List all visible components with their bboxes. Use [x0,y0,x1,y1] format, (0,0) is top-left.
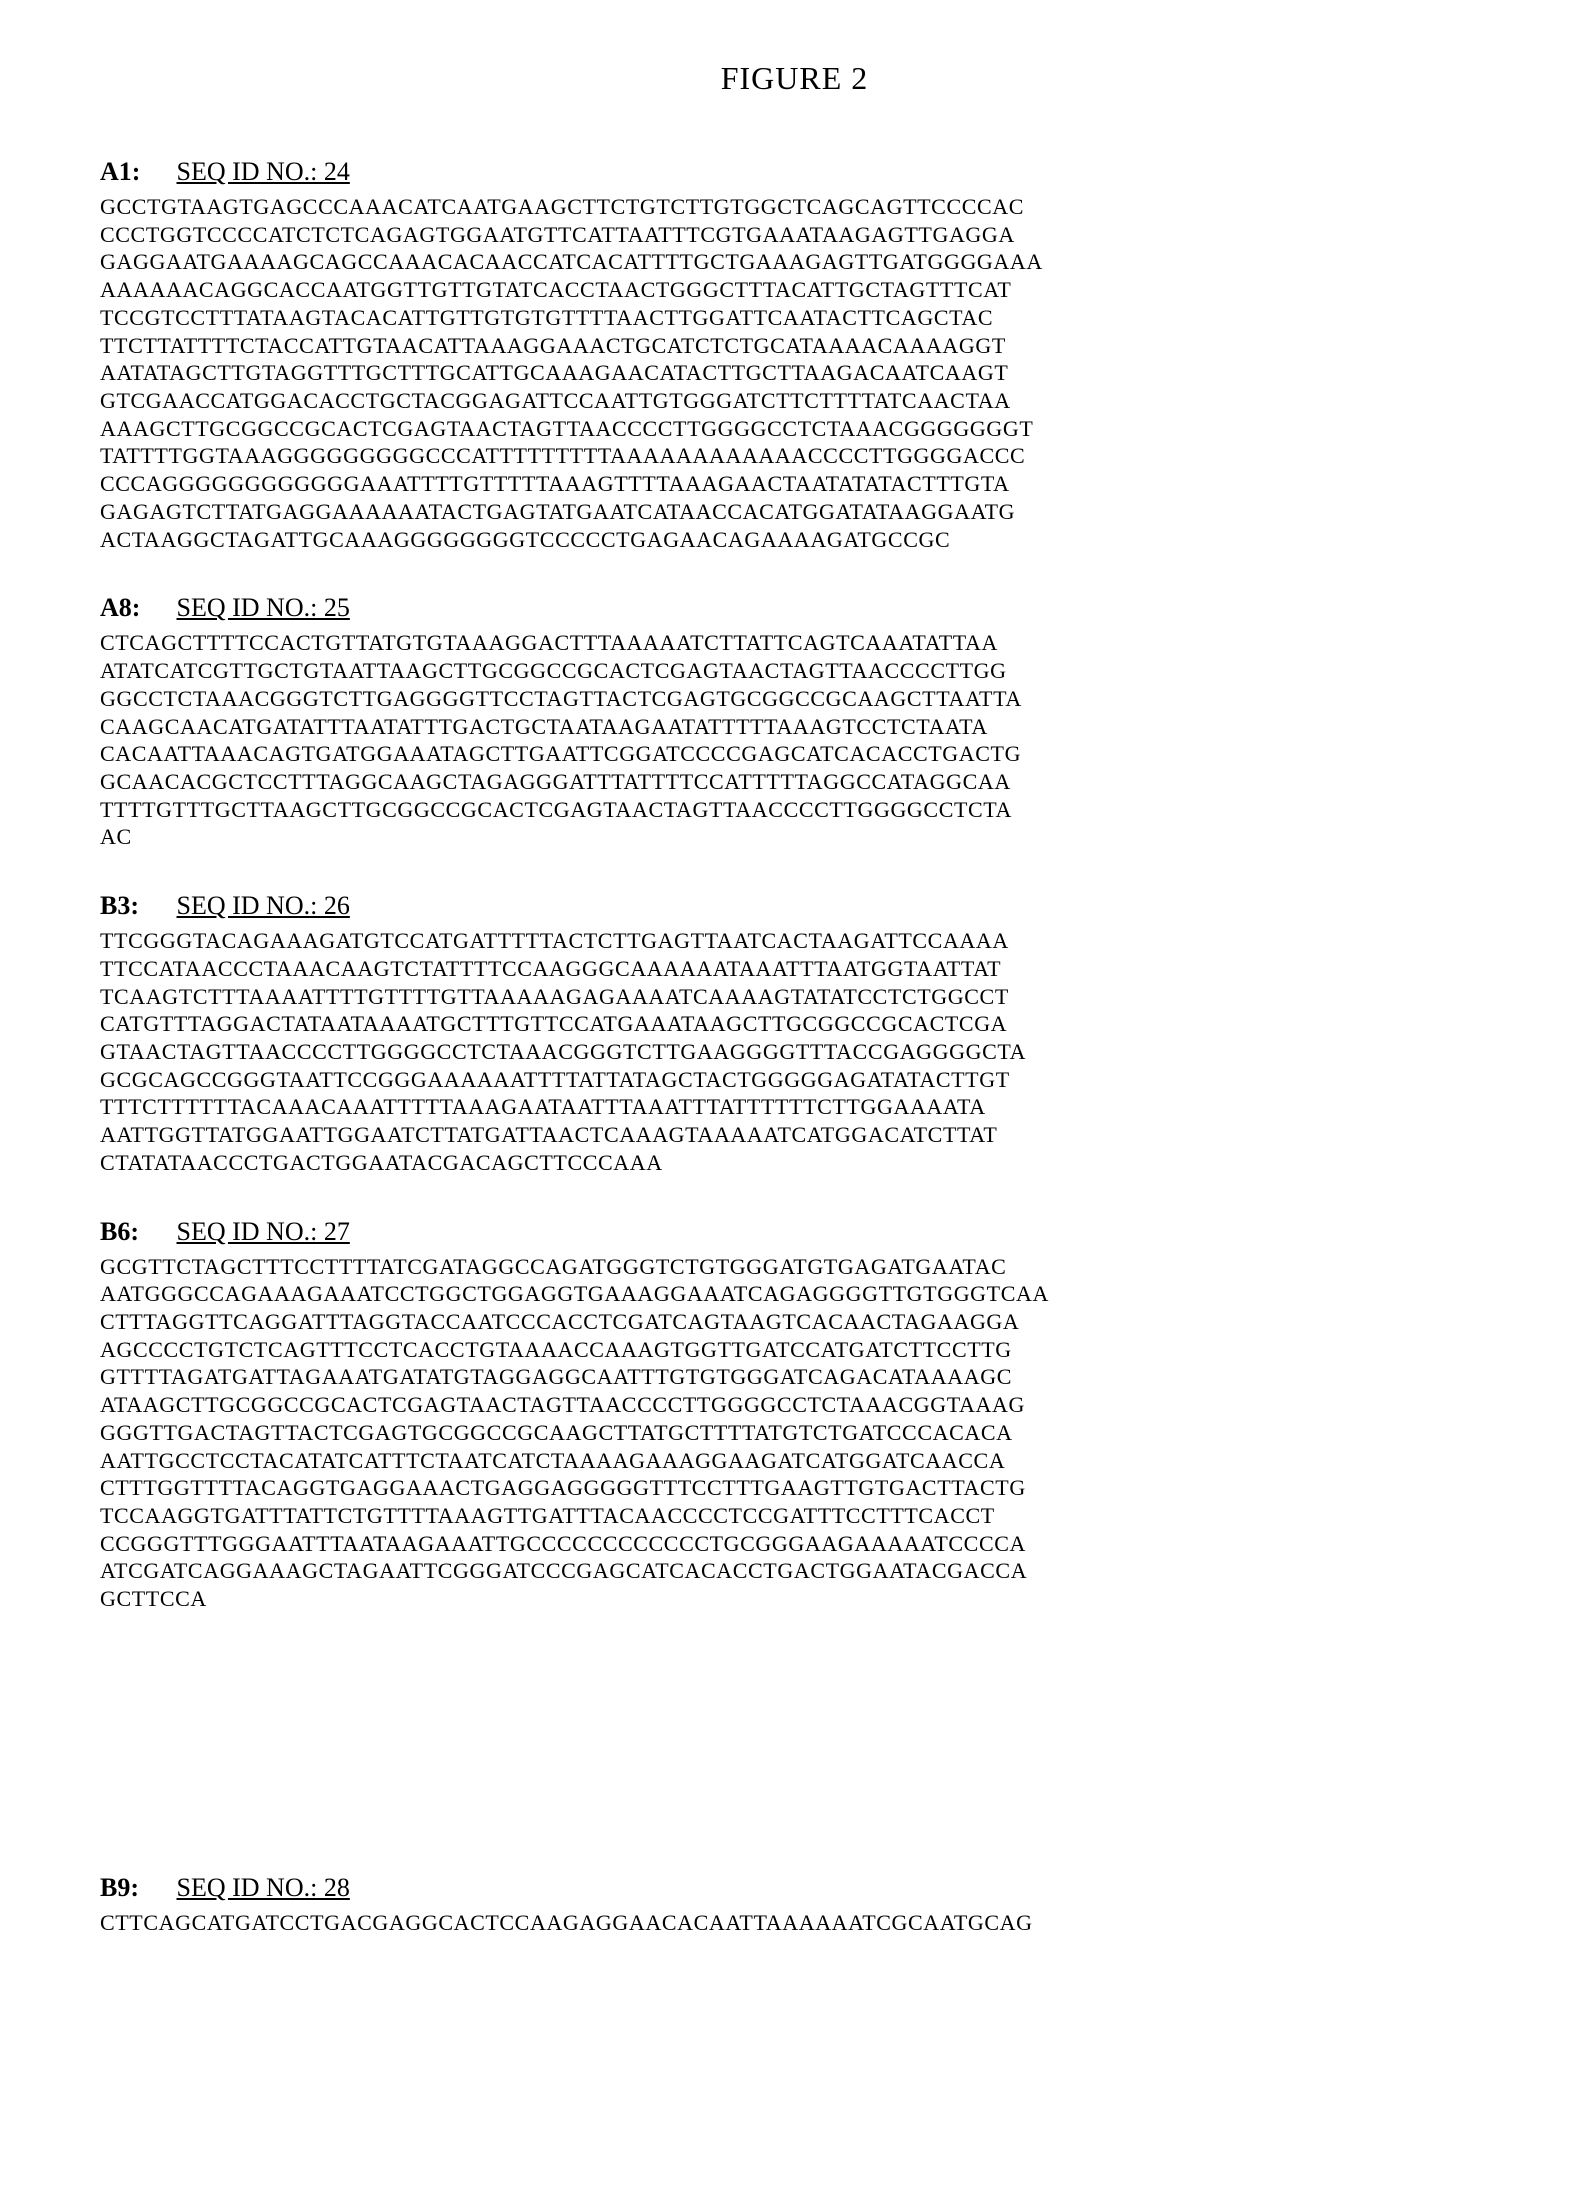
figure-title: FIGURE 2 [100,60,1489,97]
sequence-body: CTTCAGCATGATCCTGACGAGGCACTCCAAGAGGAACACA… [100,1909,1489,1937]
sequence-label: A8: [100,593,170,623]
sequence-block: B9: SEQ ID NO.: 28 CTTCAGCATGATCCTGACGAGG… [100,1873,1489,1937]
sequences-container: A1: SEQ ID NO.: 24 GCCTGTAAGTGAGCCCAAACAT… [100,157,1489,1937]
sequence-block: A1: SEQ ID NO.: 24 GCCTGTAAGTGAGCCCAAACAT… [100,157,1489,553]
sequence-id: SEQ ID NO.: 24 [177,157,350,186]
sequence-label: B6: [100,1217,170,1247]
sequence-body: GCGTTCTAGCTTTCCTTTTATCGATAGGCCAGATGGGTCT… [100,1253,1489,1613]
sequence-block: B6: SEQ ID NO.: 27 GCGTTCTAGCTTTCCTTTTATC… [100,1217,1489,1613]
sequence-id: SEQ ID NO.: 26 [177,891,350,920]
sequence-block: A8: SEQ ID NO.: 25 CTCAGCTTTTCCACTGTTATGT… [100,593,1489,851]
sequence-label: A1: [100,157,170,187]
sequence-header: B3: SEQ ID NO.: 26 [100,891,1489,921]
sequence-body: CTCAGCTTTTCCACTGTTATGTGTAAAGGACTTTAAAAAT… [100,629,1489,851]
sequence-body: GCCTGTAAGTGAGCCCAAACATCAATGAAGCTTCTGTCTT… [100,193,1489,553]
sequence-label: B3: [100,891,170,921]
sequence-header: B6: SEQ ID NO.: 27 [100,1217,1489,1247]
sequence-label: B9: [100,1873,170,1903]
sequence-id: SEQ ID NO.: 25 [177,593,350,622]
sequence-block: B3: SEQ ID NO.: 26 TTCGGGTACAGAAAGATGTCCA… [100,891,1489,1176]
sequence-id: SEQ ID NO.: 27 [177,1217,350,1246]
sequence-body: TTCGGGTACAGAAAGATGTCCATGATTTTTACTCTTGAGT… [100,927,1489,1176]
sequence-id: SEQ ID NO.: 28 [177,1873,350,1902]
sequence-header: A1: SEQ ID NO.: 24 [100,157,1489,187]
sequence-header: A8: SEQ ID NO.: 25 [100,593,1489,623]
sequence-header: B9: SEQ ID NO.: 28 [100,1873,1489,1903]
vertical-gap [100,1653,1489,1873]
